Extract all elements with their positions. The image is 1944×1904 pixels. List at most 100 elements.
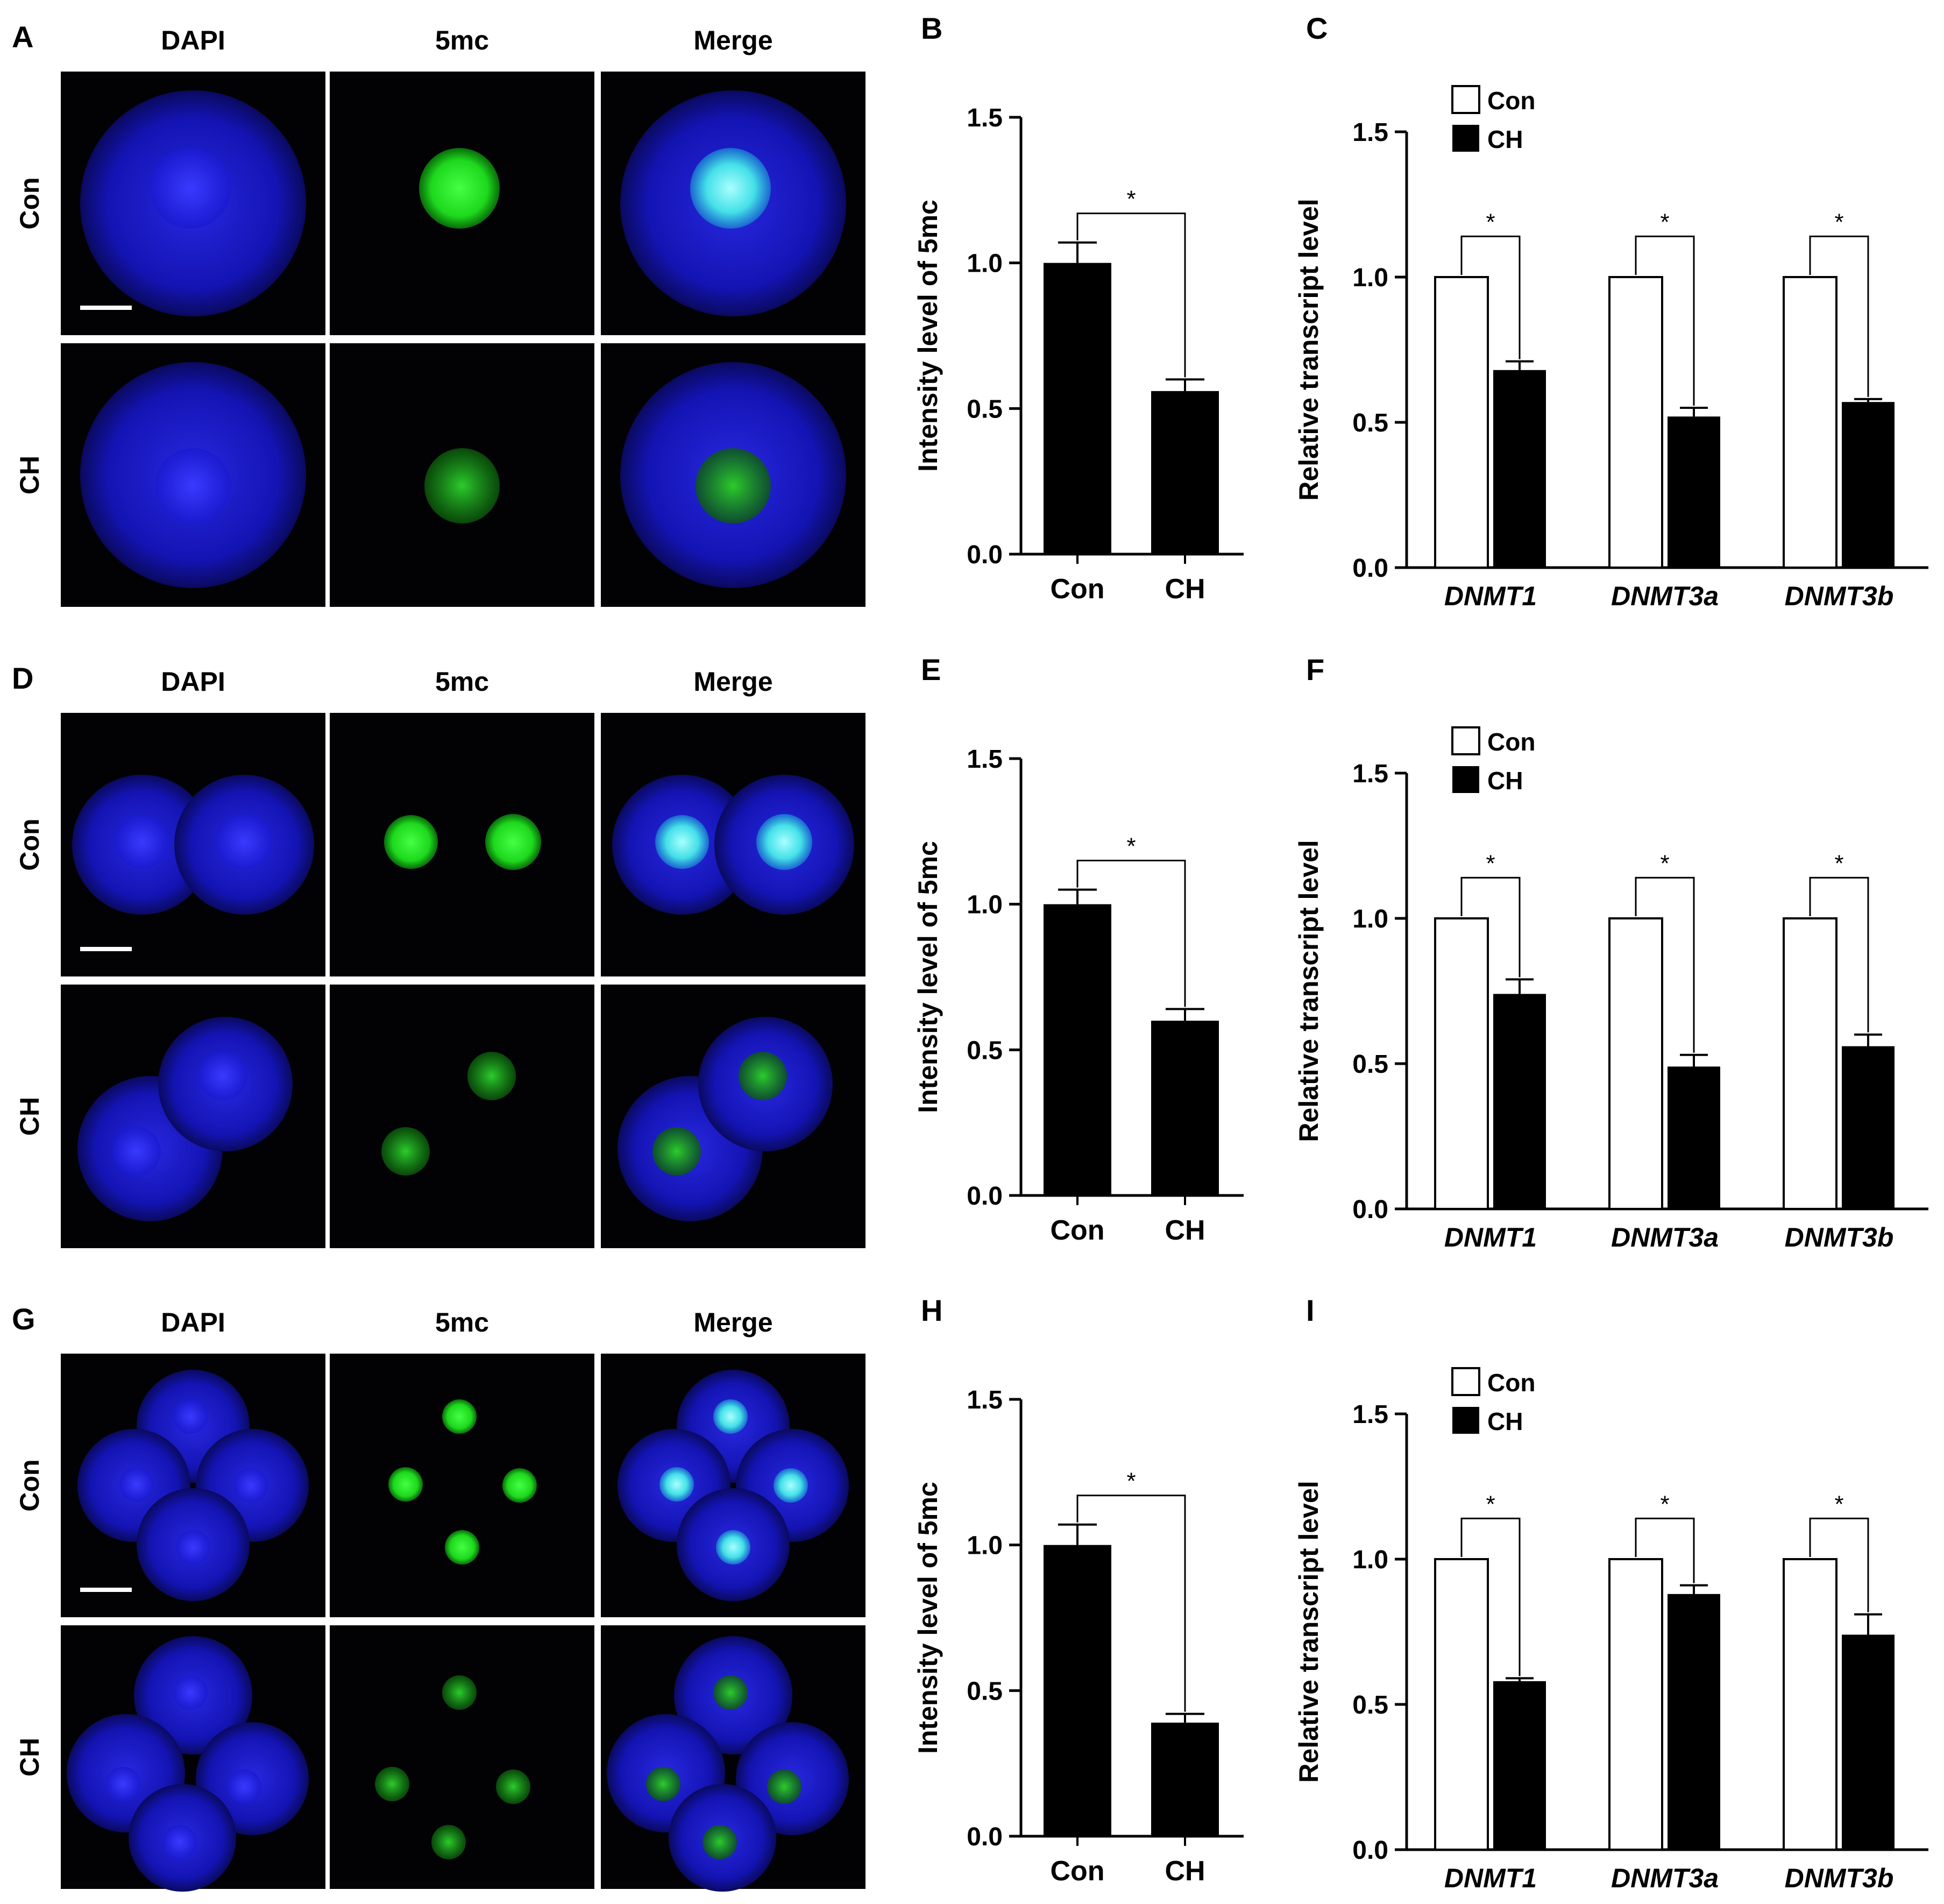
bar-ch-dnmt3a (1668, 416, 1720, 568)
chart-panel-H: H 0.0 0.5 1.0 1.5 Intensity level of 5mc Con CH… (913, 1293, 1244, 1887)
nucleus (176, 1530, 210, 1565)
nucleus (198, 1052, 247, 1100)
nucleus (173, 1675, 208, 1710)
x-tick-label: CH (1165, 574, 1205, 605)
significance-bracket (1460, 1517, 1521, 1676)
nucleus (233, 1468, 268, 1503)
nucleus (703, 1825, 737, 1859)
x-tick-label: Con (1050, 1215, 1104, 1246)
bar-ch (1151, 391, 1219, 554)
nucleus (713, 1399, 748, 1434)
significance-bracket (1076, 213, 1186, 378)
nucleus (445, 1530, 479, 1565)
legend-swatch-ch (1452, 766, 1479, 793)
significance-bracket (1809, 1517, 1869, 1612)
micrograph-5mc-con (330, 713, 594, 976)
nucleus (739, 1052, 787, 1100)
significance-label: * (1834, 1491, 1843, 1517)
nucleus (388, 1467, 423, 1502)
significance-bracket (1076, 859, 1186, 1007)
significance-label: * (1486, 850, 1495, 876)
bar-con-dnmt3a (1608, 917, 1663, 1210)
y-tick-label: 1.5 (1352, 1400, 1388, 1429)
micrograph-dapi-con (61, 72, 325, 335)
nucleus (173, 1399, 208, 1434)
nucleus (381, 1127, 430, 1176)
panel-letter: I (1306, 1293, 1315, 1327)
bar-con (1044, 263, 1111, 555)
panel-letter: C (1306, 11, 1328, 45)
significance-bracket (1809, 235, 1869, 397)
column-header-dapi: DAPI (161, 667, 225, 697)
micrograph-dapi-ch (61, 1625, 325, 1892)
legend-swatch-ch (1452, 1407, 1479, 1434)
nucleus (424, 448, 500, 523)
x-tick-label: DNMT3a (1611, 1222, 1719, 1252)
microscopy-panel-G: G DAPI 5mc Merge Con CH (12, 1302, 865, 1892)
significance-label: * (1126, 1468, 1136, 1495)
y-axis-label: Relative transcript level (1294, 840, 1324, 1142)
chart-panel-C: C 0.0 0.5 1.0 1.5 Relative transcript level * D… (1294, 11, 1928, 611)
y-tick-label: 0.5 (1352, 1050, 1388, 1079)
x-tick-label: DNMT3b (1785, 581, 1894, 611)
scale-bar (80, 306, 132, 310)
microscopy-panel-A: A DAPI 5mc Merge Con CH (12, 20, 865, 607)
bar-ch (1151, 1021, 1219, 1195)
bar-ch-dnmt1 (1493, 994, 1546, 1209)
y-tick-label: 0.5 (967, 1677, 1003, 1705)
y-tick-label: 1.5 (1352, 760, 1388, 788)
y-tick-label: 0.5 (967, 395, 1003, 423)
significance-label: * (1126, 833, 1136, 859)
panel-letter: F (1306, 653, 1324, 686)
significance-label: * (1834, 850, 1843, 876)
x-tick-label: CH (1165, 1856, 1205, 1887)
significance-label: * (1126, 186, 1136, 213)
nucleus (442, 1675, 477, 1710)
micrograph-merge-con (601, 72, 865, 335)
nucleus (467, 1052, 516, 1100)
y-tick-label: 1.0 (1352, 264, 1388, 292)
nucleus (716, 1530, 750, 1565)
y-tick-label: 0.5 (1352, 1691, 1388, 1719)
micrograph-dapi-ch (61, 985, 325, 1248)
nucleus (485, 814, 541, 870)
panel-letter: H (921, 1293, 942, 1327)
significance-bracket (1460, 235, 1521, 359)
micrograph-5mc-con (330, 1354, 594, 1617)
nucleus (496, 1769, 530, 1804)
bar-con-dnmt3a (1608, 1558, 1663, 1851)
scale-bar (80, 1588, 132, 1592)
nucleus (659, 1467, 694, 1502)
x-tick-label: CH (1165, 1215, 1205, 1246)
micrograph-merge-ch (601, 1625, 865, 1892)
micrograph-dapi-con (61, 1354, 325, 1617)
y-tick-label: 0.5 (1352, 409, 1388, 437)
y-tick-label: 0.0 (967, 541, 1003, 569)
bar-con (1044, 1545, 1111, 1836)
legend-swatch-con (1451, 726, 1480, 755)
legend: Con CH (1451, 85, 1535, 153)
nucleus (384, 815, 438, 869)
micrograph-5mc-ch (330, 343, 594, 607)
micrograph-5mc-ch (330, 1625, 594, 1889)
bar-con (1044, 904, 1111, 1195)
nucleus (713, 1675, 748, 1710)
legend: Con CH (1451, 1367, 1535, 1435)
chart-panel-I: I 0.0 0.5 1.0 1.5 Relative transcript level * D… (1294, 1293, 1928, 1893)
x-tick-label: DNMT1 (1444, 1863, 1537, 1893)
y-tick-label: 0.0 (967, 1182, 1003, 1211)
micrograph-5mc-con (330, 72, 594, 335)
panel-letter: A (12, 20, 33, 54)
row-label-con: Con (15, 177, 45, 229)
significance-label: * (1660, 850, 1669, 876)
micrograph-merge-con (601, 1354, 865, 1617)
nucleus (119, 1467, 154, 1502)
legend-label-ch: CH (1487, 767, 1523, 795)
y-tick-label: 1.5 (967, 745, 1003, 774)
nucleus (690, 148, 771, 229)
nucleus (655, 815, 709, 869)
nucleus (227, 1769, 261, 1804)
nucleus (106, 1767, 140, 1801)
y-tick-label: 1.0 (967, 891, 1003, 919)
legend-swatch-con (1451, 85, 1480, 114)
